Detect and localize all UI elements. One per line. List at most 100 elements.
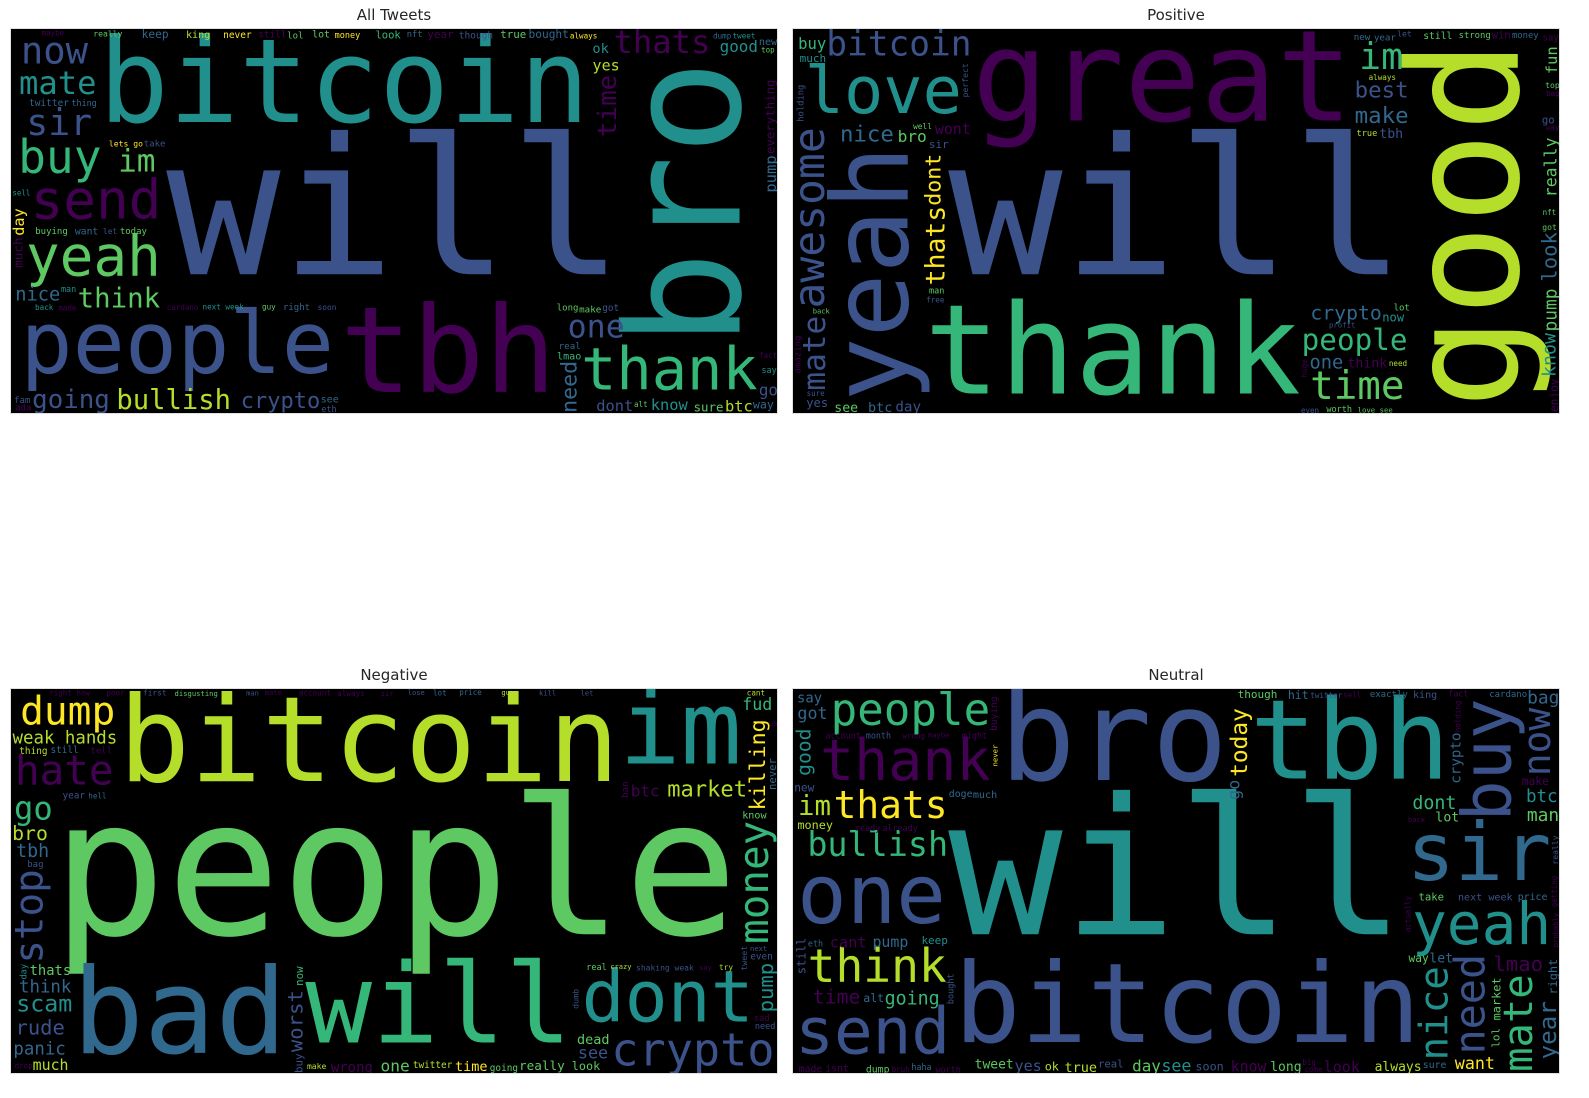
word-make: make <box>1522 775 1549 788</box>
word-tweet: tweet <box>739 946 749 971</box>
word-say: say <box>699 963 712 972</box>
word-look: look <box>1324 1058 1360 1074</box>
word-bitcoin: bitcoin <box>826 29 971 64</box>
word-best: best <box>1355 77 1409 103</box>
word-want: want <box>75 226 98 237</box>
word-still: still <box>258 29 286 40</box>
word-tweet: tweet <box>975 1058 1014 1073</box>
word-next-week: next week <box>1458 893 1513 904</box>
word-tbh: tbh <box>1379 127 1403 142</box>
word-twitter: twitter <box>1310 691 1342 700</box>
word-day: day <box>20 964 30 980</box>
word-look: look <box>572 1059 600 1073</box>
word-see: see <box>1161 1055 1191 1074</box>
word-say: say <box>1542 33 1559 43</box>
word-yeah: yeah <box>1412 890 1551 958</box>
word-scam: scam <box>16 991 72 1018</box>
word-see: see <box>578 1042 608 1062</box>
word-really: really <box>1550 835 1560 864</box>
word-ok: ok <box>1045 1060 1059 1074</box>
word-price: price <box>459 689 482 697</box>
word-maybe: maybe <box>42 29 65 38</box>
word-time: time <box>813 986 861 1009</box>
word-panic: panic <box>13 1040 65 1060</box>
word-love: love <box>805 53 962 129</box>
word-buy: buy <box>292 1053 305 1073</box>
word-much: much <box>33 1056 69 1074</box>
word-worth: worth <box>1326 405 1352 414</box>
word-disgusting: disgusting <box>175 689 218 698</box>
word-cardano: cardano <box>1489 690 1527 700</box>
word-crazy: crazy <box>610 962 631 971</box>
word-buy: buy <box>1448 698 1527 821</box>
word-might: might <box>962 730 987 740</box>
word-yeah: yeah <box>26 224 161 289</box>
word-come: come <box>1304 1065 1323 1074</box>
word-enjoy: enjoy <box>1548 378 1560 412</box>
word-ok: ok <box>592 41 609 57</box>
word-well: well <box>913 122 932 131</box>
word-dont: dont <box>1412 793 1456 814</box>
word-new: new <box>794 781 814 794</box>
word-lot: lot <box>312 30 330 41</box>
word-pump: pump <box>1541 288 1560 331</box>
word-btc: btc <box>1526 787 1558 807</box>
word-even: even <box>750 952 773 963</box>
word-crypto: crypto <box>611 1023 774 1074</box>
word-awesome: awesome <box>793 127 835 308</box>
word-twitter: twitter <box>413 1060 453 1071</box>
word-good: good <box>1377 40 1555 409</box>
word-everything: everything <box>762 79 777 154</box>
word-time: time <box>1310 364 1404 409</box>
word-day: day <box>895 400 921 414</box>
panel-title-positive: Positive <box>1147 6 1205 24</box>
word-perfect: perfect <box>960 63 970 97</box>
word-really: really <box>93 29 122 38</box>
word-one: one <box>568 310 625 346</box>
word-go: go <box>1224 780 1244 800</box>
word-money: money <box>797 818 833 832</box>
word-think: think <box>78 283 161 314</box>
word-market: market <box>1489 977 1503 1020</box>
word-real: real <box>586 963 606 973</box>
word-say: say <box>762 365 777 375</box>
word-strong: strong <box>1459 31 1491 41</box>
word-sell: sell <box>1343 691 1361 700</box>
word-never: never <box>991 744 1000 767</box>
word-sad: sad <box>754 1014 770 1024</box>
word-real: real <box>1098 1058 1124 1070</box>
word-bullish: bullish <box>807 825 948 864</box>
word-im: im <box>798 791 831 822</box>
word-sir: sir <box>929 138 949 151</box>
word-see: see <box>834 401 858 414</box>
word-tell: tell <box>90 747 112 757</box>
word-fact: fact <box>1448 689 1468 698</box>
word-buy: buy <box>18 130 101 184</box>
word-never: never <box>767 758 778 790</box>
word-btc: btc <box>725 398 753 414</box>
word-need: need <box>1446 954 1495 1055</box>
word-crypto: crypto <box>1310 302 1381 325</box>
word-long: long <box>557 304 579 314</box>
word-bro: bro <box>593 60 778 347</box>
word-even: even <box>1301 406 1319 414</box>
word-im: im <box>118 143 155 179</box>
word-nft: nft <box>1543 208 1557 217</box>
word-great: great <box>972 29 1353 150</box>
word-right: right <box>1546 959 1560 995</box>
word-time: time <box>455 1059 488 1074</box>
word-one: one <box>1310 353 1344 374</box>
word-weak-hands: weak hands <box>13 728 118 748</box>
word-sell: sell <box>12 189 30 198</box>
word-let: let <box>1429 952 1453 967</box>
word-month: month <box>866 730 891 740</box>
word-thats: thats <box>921 206 952 285</box>
word-top: top <box>761 46 775 55</box>
word-much: much <box>973 790 997 801</box>
word-lot: lot <box>1435 811 1459 826</box>
word-tbh: tbh <box>1250 689 1450 806</box>
word-money: money <box>335 31 361 41</box>
word-now: now <box>1515 708 1559 777</box>
word-think: think <box>19 977 72 997</box>
word-love-see: love see <box>1358 406 1393 414</box>
